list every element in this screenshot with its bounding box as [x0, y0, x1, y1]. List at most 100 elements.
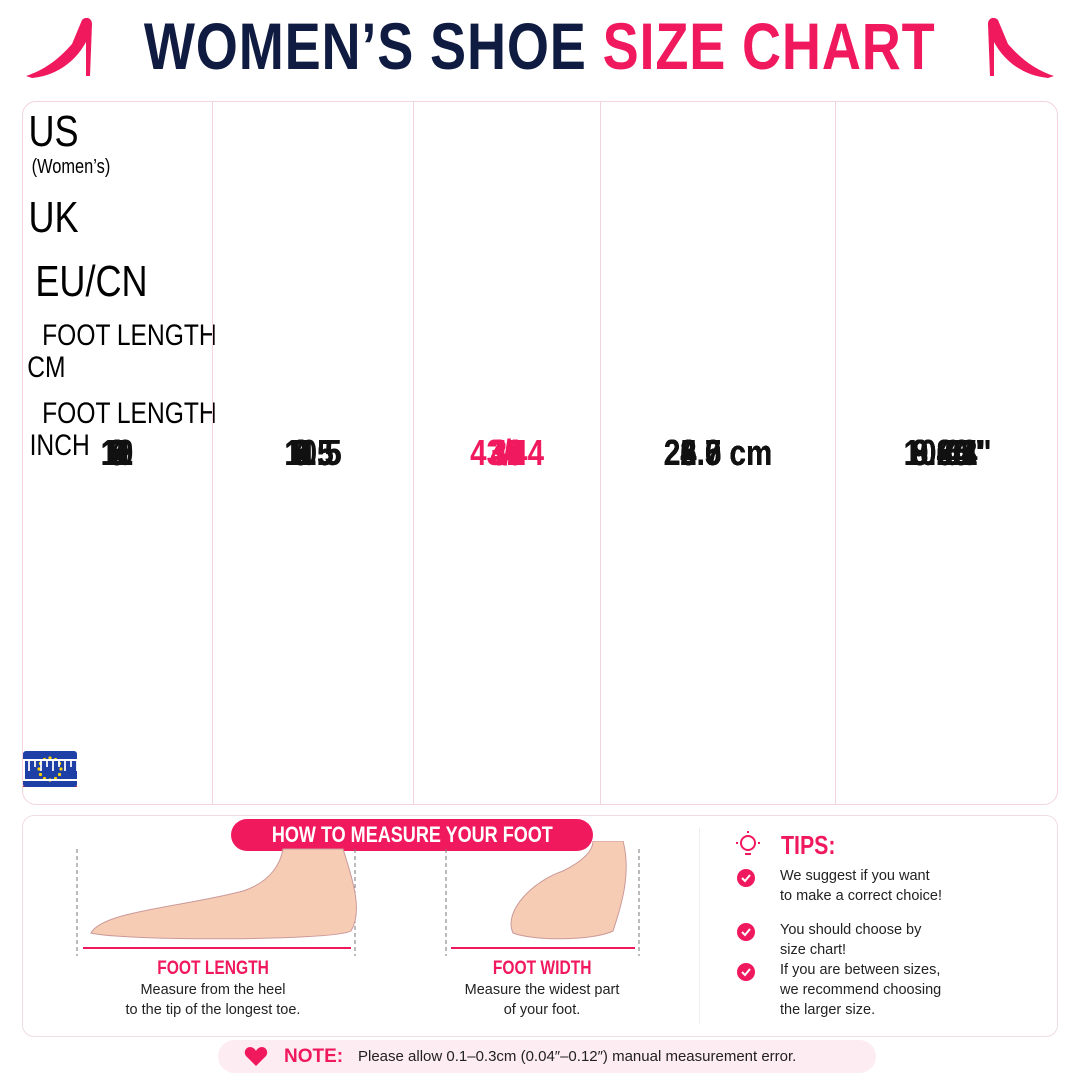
header-title-text: FOOT LENGTH	[42, 397, 217, 430]
cell-text: 6.5	[292, 432, 334, 473]
cell-text: 35	[490, 432, 524, 473]
table-cell: 9.65"	[836, 102, 1057, 804]
size-table: US (Women’s) UK EU/CN FOOT LENGTH CM FOOT LENG…	[22, 101, 1058, 805]
table-cell: 9.45"	[836, 102, 1057, 804]
cell-text: 8	[109, 432, 126, 473]
measure-title: HOW TO MEASURE YOUR FOOT	[231, 819, 593, 851]
cell-text: 11.5	[285, 432, 341, 473]
measure-text: Measure from the heel	[140, 982, 286, 998]
cell-text: 7.5	[292, 432, 334, 473]
tip-line: to make a correct choice!	[780, 888, 942, 904]
tip: If you are between sizes, we recommend ch…	[780, 960, 941, 1020]
header-title-text: EU/CN	[35, 257, 148, 306]
table-cell: 10.04"	[836, 102, 1057, 804]
measure-item: FOOT WIDTH Measure the widest part of your…	[392, 958, 692, 1020]
header-title-text: US	[28, 107, 79, 156]
feet-illustration	[76, 841, 640, 956]
header-title: EU/CN	[23, 258, 210, 306]
table-cell: 9.84"	[836, 102, 1057, 804]
cell-text: 36	[490, 432, 524, 473]
header-cell: FOOT LENGTH INCH	[23, 398, 246, 781]
cell-text: 10.43"	[903, 432, 992, 473]
cell-text: 26.5 cm	[663, 432, 773, 473]
tip: You should choose by size chart!	[780, 920, 921, 960]
title-part: WOMEN’S SHOE	[144, 9, 588, 83]
header-title: US	[23, 108, 213, 156]
cell-text: 9.84"	[911, 432, 984, 473]
cell-text: 8.66"	[911, 432, 984, 473]
cell-text: 23.5 cm	[663, 432, 773, 473]
measure-label-text: FOOT WIDTH	[492, 958, 592, 979]
cell-text: 41	[490, 432, 524, 473]
cell-text: 40	[490, 432, 524, 473]
check-icon	[737, 923, 755, 946]
cell-text: 7	[109, 432, 126, 473]
bulb-icon	[736, 831, 760, 855]
cell-text: 37	[490, 432, 524, 473]
cell-text: 10.04"	[903, 432, 992, 473]
tip-line: If you are between sizes,	[780, 962, 941, 978]
cell-text: 12	[101, 432, 134, 473]
cell-text: 5.5	[292, 432, 334, 473]
header-title: UK	[23, 194, 224, 242]
heart-icon	[244, 1047, 268, 1066]
cell-text: 22.0 cm	[663, 432, 773, 473]
table-cell: 9.25"	[836, 102, 1057, 804]
header-title-text: FOOT LENGTH	[42, 319, 217, 352]
table-cell: 11.5	[213, 102, 414, 804]
cell-text: 42	[490, 432, 524, 473]
cell-text: 3.5	[292, 432, 334, 473]
measure-text: to the tip of the longest toe.	[125, 1002, 301, 1018]
cell-text: 9.65"	[911, 432, 984, 473]
icon	[23, 759, 107, 781]
cell-text: 24.0 cm	[663, 432, 773, 473]
measure-text: Measure the widest part	[464, 982, 620, 998]
check-icon	[737, 869, 755, 892]
header-title: FOOT LENGTH	[23, 398, 246, 430]
cell-text: 5	[109, 432, 126, 473]
header-icon	[23, 759, 1057, 786]
cell-text: 4.5	[292, 432, 334, 473]
table-cell: 43/44	[414, 102, 601, 804]
header-cell: FOOT LENGTH CM	[23, 319, 258, 781]
tip-line: You should choose by	[780, 922, 922, 938]
table-cell: 12	[23, 102, 213, 804]
cell-text: 25.5 cm	[663, 432, 773, 473]
table-cell: 10.51"	[836, 102, 1057, 804]
cell-text: 2.5	[292, 432, 334, 473]
cell-text: 24.5 cm	[663, 432, 773, 473]
title: WOMEN’S SHOE SIZE CHART	[0, 8, 1080, 84]
table-cell: 8.86"	[836, 102, 1057, 804]
note-text: Please allow 0.1–0.3cm (0.04″–0.12″) man…	[358, 1048, 797, 1065]
header-subtitle: (Women’s)	[23, 156, 213, 178]
tip-line: we recommend choosing	[780, 982, 942, 998]
table-cell: 26.7 cm	[601, 102, 836, 804]
cell-text: 22.5 cm	[663, 432, 773, 473]
shoe-icon	[988, 17, 1054, 79]
table-cell: 9.06"	[836, 102, 1057, 804]
header-subtitle-text: CM	[27, 351, 66, 384]
cell-text: 9.06"	[911, 432, 984, 473]
measure-label: FOOT WIDTH	[392, 958, 692, 980]
tip-line: size chart!	[780, 942, 847, 958]
check-icon	[737, 963, 755, 986]
tips-title: TIPS:	[781, 830, 847, 861]
table-cell: 10.43"	[836, 102, 1057, 804]
cell-text: 9.45"	[911, 432, 984, 473]
header-subtitle: CM	[23, 352, 258, 384]
cell-text: 9.5	[292, 432, 334, 473]
cell-text: 8.86"	[911, 432, 984, 473]
title-part: SIZE CHART	[602, 9, 936, 83]
cell-text: 39	[490, 432, 524, 473]
cell-text: 10	[101, 432, 134, 473]
note-bar: NOTE: Please allow 0.1–0.3cm (0.04″–0.12…	[218, 1040, 876, 1073]
cell-text: 8.5	[292, 432, 334, 473]
measure-title-text: HOW TO MEASURE YOUR FOOT	[271, 822, 553, 847]
header-subtitle-text: INCH	[29, 429, 90, 462]
cell-text: 26.7 cm	[663, 432, 773, 473]
header-subtitle: INCH	[23, 430, 246, 462]
measure-panel: HOW TO MEASURE YOUR FOOT TIPS: FOOT LENG…	[22, 815, 1058, 1037]
cell-text: 9	[109, 432, 126, 473]
cell-text: 3	[109, 432, 126, 473]
